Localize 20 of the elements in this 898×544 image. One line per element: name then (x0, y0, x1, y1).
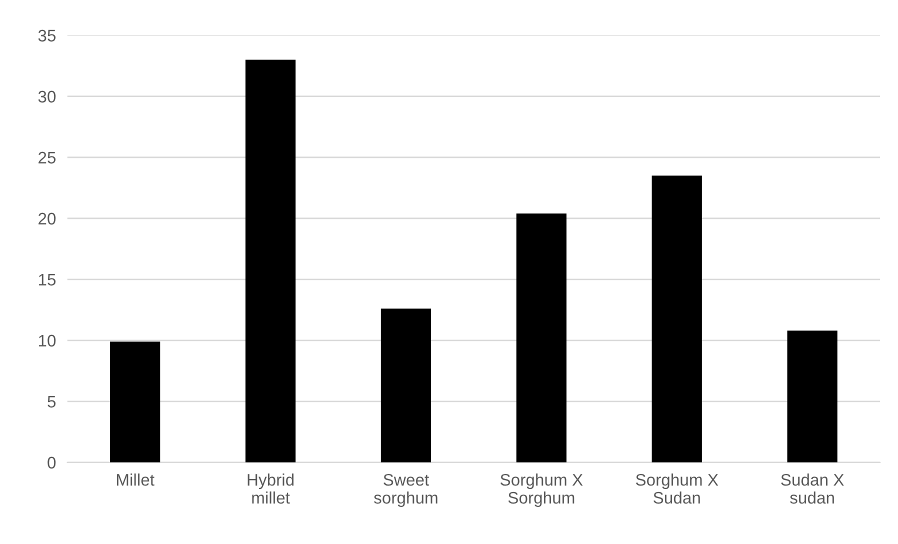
y-tick-label: 30 (38, 90, 56, 103)
x-tick-label: Sweet sorghum (374, 474, 438, 507)
x-tick-label: Hybrid millet (248, 474, 294, 504)
y-tick-label: 10 (38, 334, 56, 347)
x-tick-label: Sorghum X Sudan (636, 474, 718, 504)
bar (787, 330, 838, 462)
bar (245, 60, 296, 462)
bar (380, 308, 432, 462)
bar (516, 213, 566, 462)
x-tick-label: Millet (116, 474, 154, 486)
bar (652, 176, 702, 462)
y-tick-label: 15 (38, 274, 56, 286)
x-tick-label: Sorghum X Sorghum (500, 474, 583, 507)
y-tick-label: 20 (38, 212, 56, 225)
y-tick-label: 25 (38, 152, 56, 164)
y-tick-label: 35 (38, 30, 56, 42)
bar (110, 342, 160, 462)
x-tick-label: Sudan X sudan (781, 474, 844, 504)
y-tick-label: 0 (48, 456, 56, 469)
y-tick-label: 5 (48, 396, 56, 408)
